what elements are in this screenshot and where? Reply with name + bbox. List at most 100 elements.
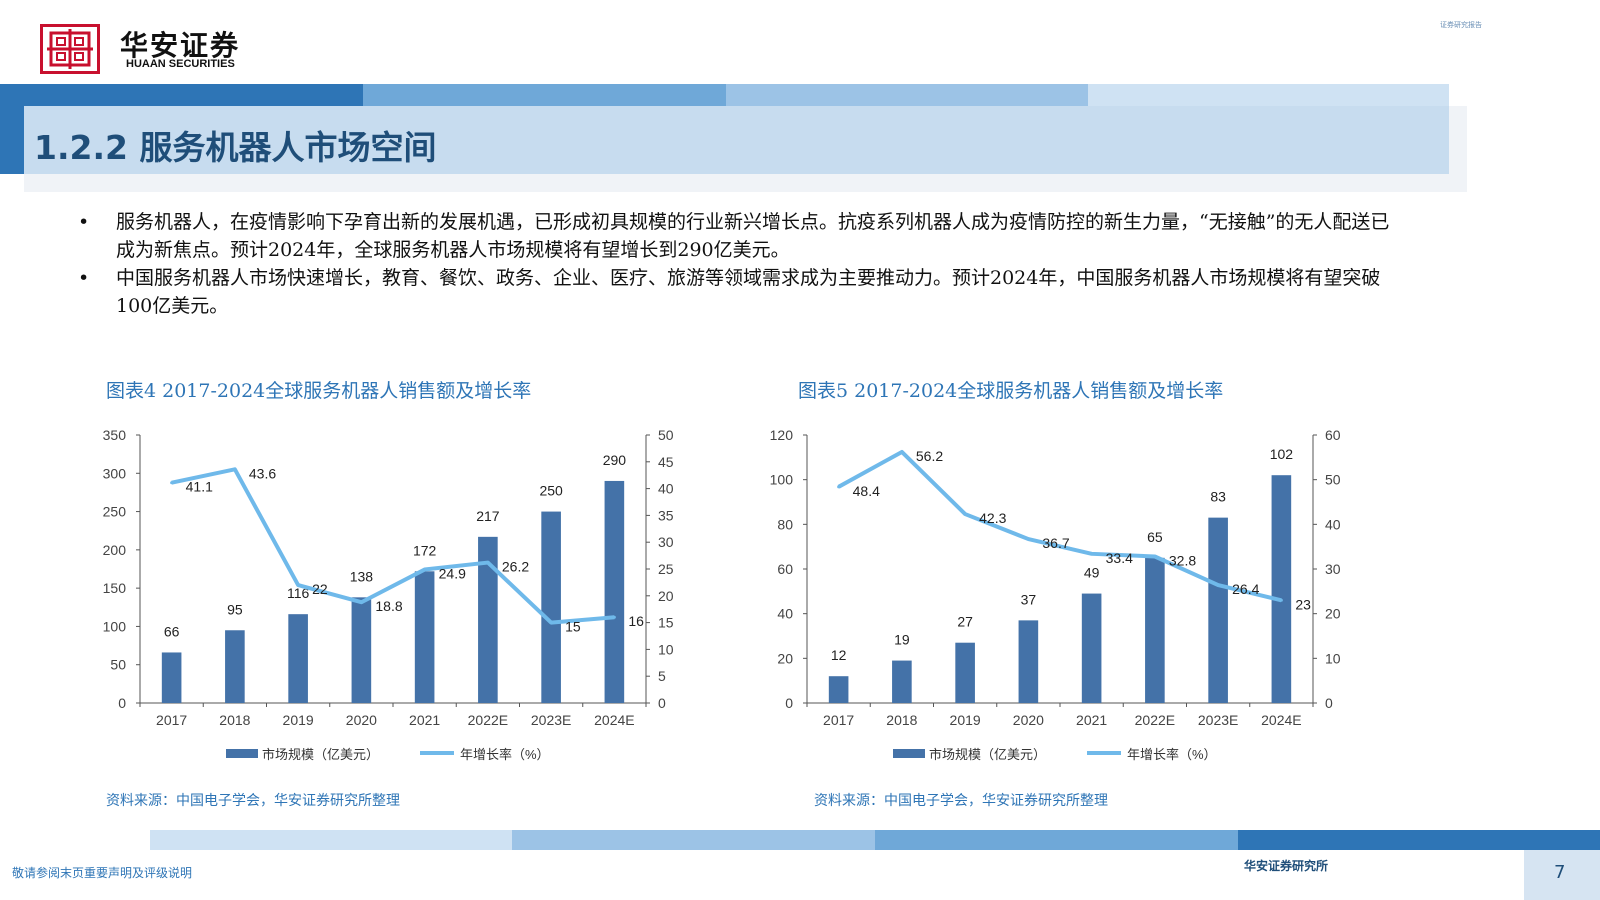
x-tick-label: 2020	[346, 712, 377, 728]
bar	[225, 630, 245, 703]
line-point	[1216, 583, 1220, 587]
x-tick-label: 2019	[283, 712, 314, 728]
y-tick-label-left: 50	[110, 657, 126, 673]
bar	[1081, 593, 1102, 703]
bar-data-label: 138	[350, 568, 374, 584]
bar	[1208, 517, 1228, 703]
legend-line-label: 年增长率（%）	[1127, 747, 1217, 762]
line-data-label: 56.2	[916, 448, 943, 464]
line-point	[1026, 537, 1030, 541]
bar	[541, 511, 561, 703]
logo-icon	[47, 29, 93, 69]
y-tick-label-left: 250	[103, 504, 127, 520]
y-tick-label-right: 5	[658, 668, 666, 684]
chart-title-right: 图表5 2017-2024全球服务机器人销售额及增长率	[798, 380, 1224, 402]
bullet-item: • 服务机器人，在疫情影响下孕育出新的发展机遇，已形成初具规模的行业新兴增长点。…	[78, 208, 1398, 264]
y-tick-label-right: 15	[658, 615, 674, 631]
bar-data-label: 65	[1147, 529, 1163, 545]
y-tick-label-left: 120	[770, 427, 794, 443]
x-tick-label: 2021	[1076, 712, 1107, 728]
footer-disclaimer: 敬请参阅末页重要声明及评级说明	[12, 866, 193, 880]
x-tick-label: 2024E	[1261, 712, 1301, 728]
legend-bar-label: 市场规模（亿美元）	[929, 747, 1046, 762]
y-tick-label-left: 0	[118, 695, 126, 711]
y-tick-label-right: 10	[658, 641, 674, 657]
y-tick-label-left: 200	[103, 542, 127, 558]
chart-global-sales-right: 0 20 40 60 80 100 120 0 10 20 30 40 50 60 2017 2018 2019…	[770, 427, 1341, 762]
x-tick-label: 2018	[886, 712, 917, 728]
line-point	[963, 512, 967, 516]
y-tick-label-right: 40	[658, 481, 674, 497]
bar	[892, 660, 912, 703]
x-tick-label: 2023E	[531, 712, 571, 728]
chart-global-sales-left: 0 50 100 150 200 250 300 350 0 5 10 15 20 25 30 35 40 45 5…	[103, 427, 674, 762]
y-tick-label-right: 35	[658, 507, 674, 523]
line-point	[1090, 552, 1094, 556]
bar-data-label: 116	[287, 585, 310, 601]
x-tick-label: 2020	[1013, 712, 1044, 728]
bar-data-label: 49	[1084, 565, 1100, 581]
x-tick-label: 2018	[219, 712, 250, 728]
line-point	[359, 600, 363, 604]
bar	[1271, 475, 1292, 703]
footer-org: 华安证券研究所	[1244, 859, 1329, 873]
line-point	[1279, 598, 1283, 602]
bullet-dot: •	[78, 267, 90, 289]
y-tick-label-left: 0	[785, 695, 793, 711]
header-band-4	[1088, 84, 1449, 106]
x-tick-label: 2022E	[1135, 712, 1175, 728]
x-tick-label: 2019	[950, 712, 981, 728]
x-tick-label: 2017	[823, 712, 854, 728]
bar-data-label: 27	[957, 614, 973, 630]
y-tick-label-left: 20	[777, 650, 793, 666]
y-tick-label-right: 30	[1325, 561, 1341, 577]
y-tick-label-right: 0	[658, 695, 666, 711]
y-tick-label-right: 40	[1325, 516, 1341, 532]
x-tick-label: 2021	[409, 712, 440, 728]
line-point	[837, 485, 841, 489]
y-tick-label-right: 30	[658, 534, 674, 550]
line-point	[549, 621, 553, 625]
bar	[288, 614, 308, 703]
bullet-item: • 中国服务机器人市场快速增长，教育、餐饮、政务、企业、医疗、旅游等领域需求成为…	[78, 264, 1398, 320]
line-data-label: 22	[312, 581, 328, 597]
line-point	[486, 561, 490, 565]
y-tick-label-left: 300	[103, 465, 127, 481]
logo-text-cn: 华安证券	[120, 29, 241, 62]
y-tick-label-right: 60	[1325, 427, 1341, 443]
footer-band-3	[875, 830, 1238, 850]
bar-data-label: 250	[539, 483, 563, 499]
x-tick-label: 2022E	[468, 712, 508, 728]
y-tick-label-left: 60	[777, 561, 793, 577]
bar-data-label: 102	[1270, 446, 1294, 462]
section-title: 1.2.2 服务机器人市场空间	[34, 128, 437, 167]
bullet-text: 服务机器人，在疫情影响下孕育出新的发展机遇，已形成初具规模的行业新兴增长点。抗疫…	[116, 211, 1390, 261]
header-band-1	[0, 84, 363, 106]
y-tick-label-right: 20	[1325, 606, 1341, 622]
line-point	[612, 615, 616, 619]
bar	[478, 536, 498, 703]
y-tick-label-right: 50	[1325, 472, 1341, 488]
bar-data-label: 12	[831, 647, 847, 663]
bar-data-label: 66	[164, 623, 180, 639]
line-data-label: 42.3	[979, 510, 1006, 526]
y-tick-label-left: 100	[770, 472, 794, 488]
footer-band-1	[150, 830, 512, 850]
line-data-label: 36.7	[1042, 535, 1069, 551]
line-data-label: 33.4	[1106, 550, 1133, 566]
bar	[955, 642, 975, 703]
line-data-label: 24.9	[439, 566, 466, 582]
y-tick-label-right: 25	[658, 561, 674, 577]
line-point	[233, 467, 237, 471]
title-panel	[24, 106, 1449, 174]
page-number: 7	[1554, 862, 1566, 883]
bar	[604, 480, 625, 703]
line-point	[1153, 554, 1157, 558]
line-data-label: 26.4	[1232, 581, 1259, 597]
bar-data-label: 37	[1021, 591, 1037, 607]
line-point	[423, 568, 427, 572]
bullet-list: • 服务机器人，在疫情影响下孕育出新的发展机遇，已形成初具规模的行业新兴增长点。…	[78, 208, 1398, 320]
bar-data-label: 290	[603, 452, 627, 468]
line-point	[296, 583, 300, 587]
y-tick-label-left: 350	[103, 427, 127, 443]
